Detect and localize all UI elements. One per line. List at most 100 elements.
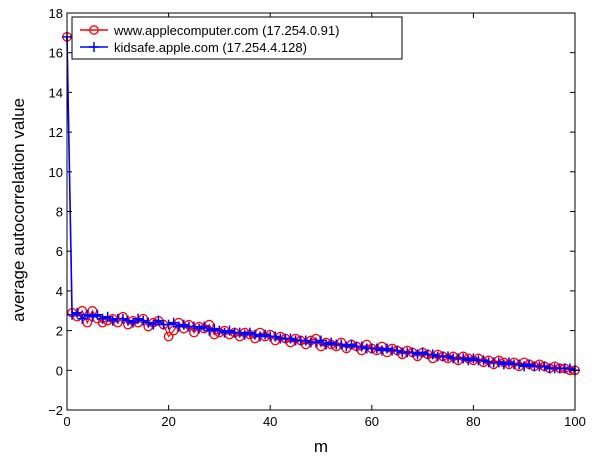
data-point [478,355,489,366]
x-tick-label: 60 [365,414,379,429]
data-point [138,315,149,326]
data-point [316,335,326,346]
x-axis-label: m [314,437,328,456]
x-tick-label: 100 [564,414,586,429]
legend-item-2: kidsafe.apple.com (17.254.4.128) [80,40,307,55]
data-point [427,349,438,360]
data-point [239,329,250,340]
data-point [249,329,260,340]
y-tick-label: 2 [56,324,63,339]
legend-label: kidsafe.apple.com (17.254.4.128) [114,40,307,55]
data-point [310,337,321,348]
y-tick-label: 0 [56,363,63,378]
x-tick-label: 80 [466,414,480,429]
data-point [564,363,575,374]
data-point [117,313,128,324]
legend: www.applecomputer.com (17.254.0.91) kidsa… [71,16,403,60]
data-point [443,351,453,362]
data-point [514,359,525,370]
data-point [122,315,133,326]
data-point [519,361,530,372]
data-point [346,339,357,350]
data-point [102,311,113,322]
data-point [87,311,98,322]
data-point [194,323,205,334]
data-point [326,337,337,348]
series-layer [62,31,580,376]
data-point [341,341,352,352]
data-point [382,343,393,354]
data-point [468,353,479,364]
legend-item-1: www.applecomputer.com (17.254.0.91) [80,23,339,38]
legend-box [71,16,403,60]
data-point [148,319,159,330]
series-2 [62,31,580,376]
y-tick-label: 18 [49,6,63,21]
data-point [392,345,403,356]
series-1 [62,31,580,376]
y-axis-label: average autocorrelation value [9,98,28,322]
data-point [67,309,78,320]
y-tick-label: 10 [49,165,63,180]
data-point [244,327,255,338]
data-point [493,357,504,368]
data-point [173,321,184,332]
data-point [214,325,225,336]
y-tick-label: 16 [49,46,63,61]
data-point [463,355,474,366]
x-tick-label: 0 [63,414,70,429]
data-point [285,333,296,344]
data-point [153,315,164,326]
data-point [107,315,118,326]
data-point [336,339,347,350]
data-point [77,313,88,324]
y-tick-label: 6 [56,244,63,259]
data-point [163,319,174,330]
data-point [412,349,423,360]
data-point [128,317,139,328]
data-point [89,42,99,52]
data-point [270,331,281,342]
data-point [376,345,387,356]
data-point [72,307,83,318]
data-point [234,327,245,338]
x-tick-label: 20 [161,414,175,429]
data-point [92,309,103,320]
data-point [133,313,144,324]
legend-label: www.applecomputer.com (17.254.0.91) [113,23,339,38]
data-point [199,321,210,332]
data-point [82,309,93,320]
x-tick-label: 40 [263,414,277,429]
data-point [260,329,271,340]
data-point [209,323,220,334]
data-point [255,331,266,342]
data-point [89,25,99,35]
data-point [524,359,535,370]
data-point [417,347,428,358]
data-point [204,325,215,336]
y-tick-label: 8 [56,205,63,220]
data-point [178,319,189,330]
data-point [356,341,367,352]
data-point [458,353,469,364]
data-point [321,339,332,350]
data-point [143,317,154,328]
y-tick-label: −2 [48,403,63,418]
y-tick-label: 4 [56,284,63,299]
y-tick-label: 12 [49,125,63,140]
data-point [407,347,418,358]
data-point [498,359,509,370]
data-point [503,357,514,368]
plot-frame [66,12,576,411]
data-point [163,331,174,342]
data-point [539,361,550,372]
data-point [97,313,108,324]
data-point [219,327,230,338]
data-point [371,343,382,354]
data-point [189,321,199,332]
data-point [300,335,311,346]
y-tick-label: 14 [49,85,63,100]
data-point [224,325,235,336]
